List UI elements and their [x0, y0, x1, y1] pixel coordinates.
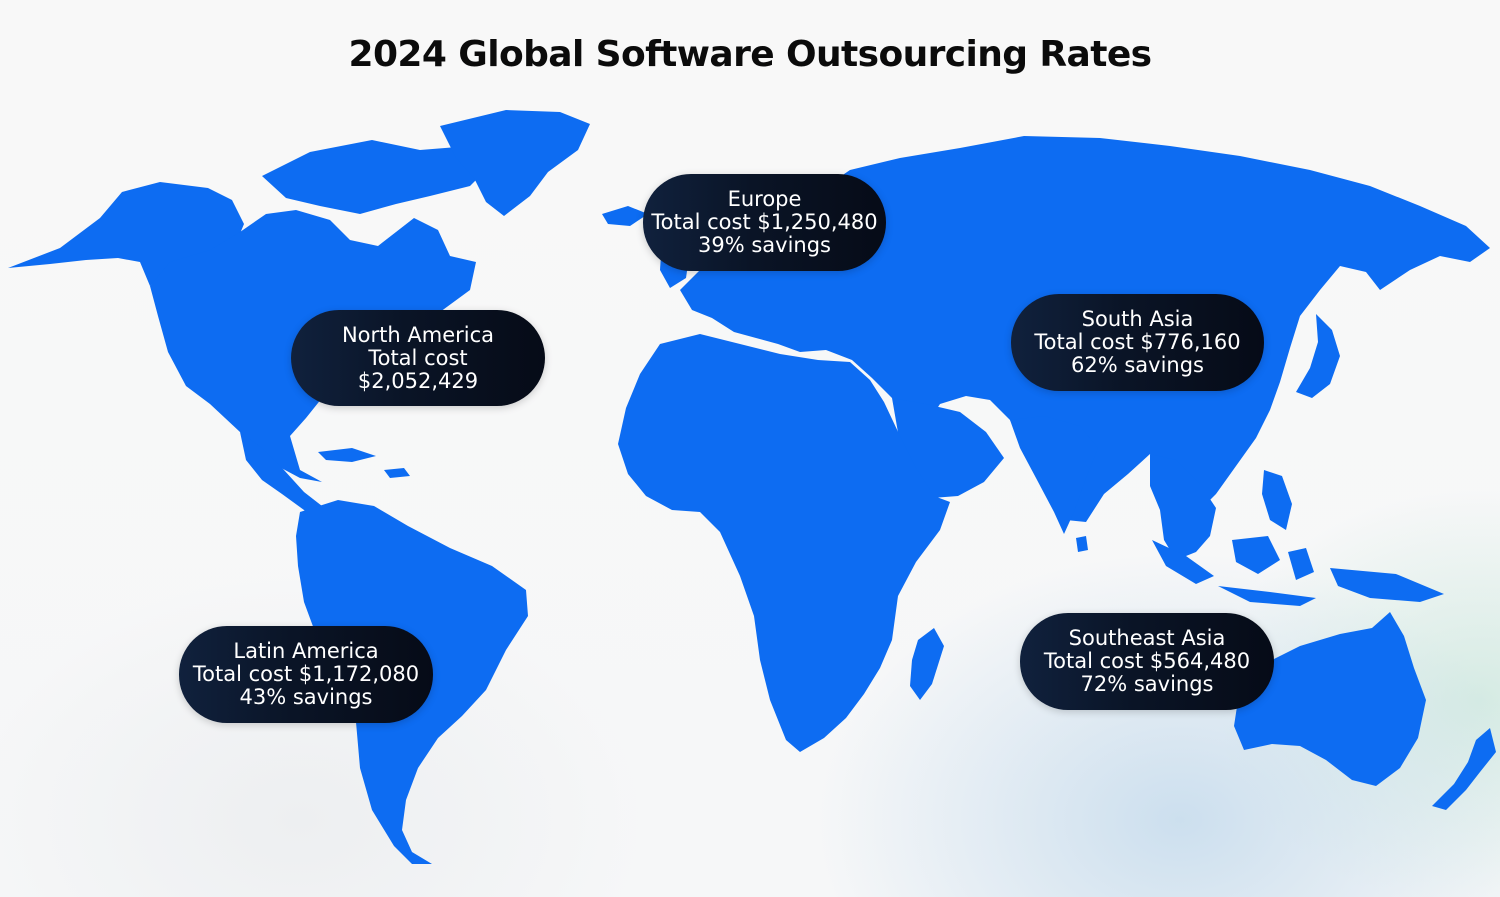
africa-landmass: [618, 334, 950, 752]
iceland-landmass: [602, 206, 648, 226]
region-name: Southeast Asia: [1068, 626, 1226, 650]
region-savings: 43% savings: [239, 685, 373, 709]
central-america-landmass: [240, 432, 336, 526]
region-total-cost: Total cost $1,172,080: [192, 662, 420, 686]
region-label-north-america: North America Total cost $2,052,429: [291, 310, 545, 406]
indonesia-landmass: [1152, 536, 1444, 606]
region-savings: 62% savings: [1070, 353, 1204, 377]
philippines-landmass: [1262, 470, 1292, 530]
region-name: Latin America: [233, 639, 379, 663]
region-label-south-asia: South Asia Total cost $776,160 62% savin…: [1011, 294, 1264, 391]
india-landmass: [1010, 416, 1098, 534]
region-total-cost-value: $2,052,429: [357, 368, 479, 393]
region-total-cost: Total cost $1,250,480: [651, 210, 878, 234]
caribbean-landmass: [318, 448, 410, 478]
region-label-southeast-asia: Southeast Asia Total cost $564,480 72% s…: [1020, 613, 1274, 710]
region-name: North America: [341, 322, 495, 347]
arctic-islands-landmass: [262, 140, 492, 214]
sri-lanka-landmass: [1076, 536, 1088, 552]
japan-landmass: [1296, 314, 1340, 398]
region-name: Europe: [727, 187, 802, 211]
arabia-landmass: [892, 398, 1004, 498]
region-savings: 39% savings: [697, 233, 831, 257]
madagascar-landmass: [910, 628, 944, 700]
region-name: South Asia: [1081, 307, 1194, 331]
region-label-latin-america: Latin America Total cost $1,172,080 43% …: [179, 626, 433, 723]
page-title: 2024 Global Software Outsourcing Rates: [348, 34, 1153, 75]
region-label-europe: Europe Total cost $1,250,480 39% savings: [643, 174, 886, 271]
indochina-landmass: [1150, 454, 1216, 560]
region-total-cost: Total cost $564,480: [1043, 649, 1251, 673]
greenland-landmass: [440, 110, 590, 216]
australia-landmass: [1234, 612, 1426, 786]
new-zealand-landmass: [1432, 728, 1496, 810]
region-total-cost: Total cost $776,160: [1034, 330, 1241, 354]
region-total-cost-label: Total cost: [368, 345, 468, 370]
region-savings: 72% savings: [1080, 672, 1214, 696]
